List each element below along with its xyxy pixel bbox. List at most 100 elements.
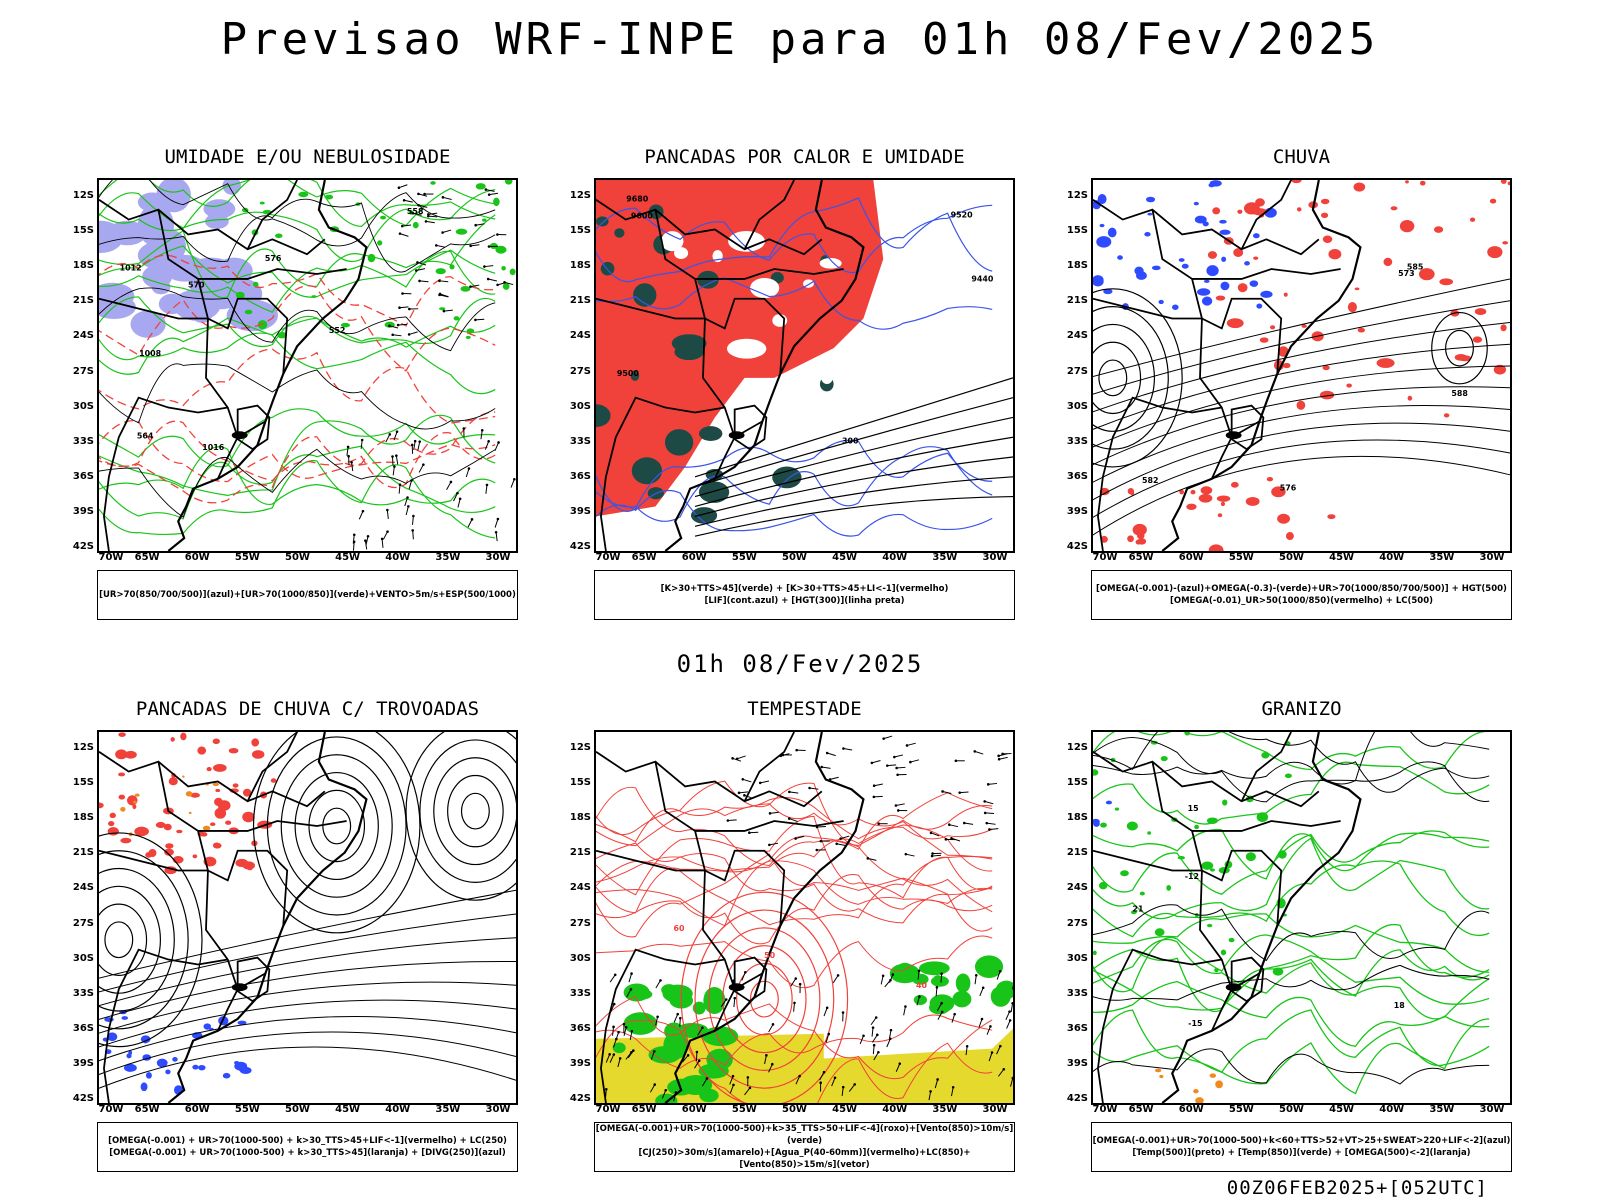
country-border-uruguay	[1230, 404, 1265, 451]
humidity-low-cell	[412, 221, 419, 229]
legend-line: [OMEGA(-0.001) + UR>70(1000-500) + k>30_…	[109, 1148, 506, 1158]
thunderstorm-area	[215, 788, 221, 793]
humidity-low-cell	[475, 183, 486, 190]
omega-area	[1151, 265, 1161, 271]
wind-850-vector	[609, 1053, 616, 1063]
omega-area	[1219, 229, 1231, 235]
coastline	[1161, 180, 1362, 551]
country-border	[1093, 751, 1320, 808]
wind-850-vector	[1010, 1076, 1013, 1087]
wind-vector	[510, 477, 516, 488]
wind-vector	[350, 460, 354, 472]
rain-area	[1179, 489, 1185, 495]
lagoon	[1225, 431, 1242, 440]
wind-850-vector	[936, 1001, 943, 1012]
wind-850-vector	[735, 755, 746, 761]
latitude-label: 12S	[72, 742, 94, 753]
pressure-contour	[99, 180, 496, 247]
humidity-low-cell	[257, 320, 268, 330]
streamline	[447, 774, 504, 848]
latitude-label: 12S	[72, 190, 94, 201]
streamline	[99, 913, 516, 993]
thunderstorm-area	[212, 738, 220, 745]
longitude-label: 35W	[435, 1104, 461, 1115]
wind-vector	[393, 430, 399, 441]
rain-area	[1226, 318, 1244, 329]
wind-850-vector	[815, 848, 826, 852]
divergence-area	[140, 1035, 151, 1044]
thunderstorm-area	[232, 783, 239, 788]
temp850-cell	[1120, 870, 1129, 877]
latitude-label: 12S	[569, 742, 591, 753]
wind-850-vector	[655, 979, 662, 989]
wind-850-vector	[617, 1057, 622, 1068]
wind-vector	[417, 440, 422, 451]
wind-850-vector	[748, 831, 759, 835]
wind-850-vector	[758, 780, 770, 785]
humidity-low-contour	[99, 317, 496, 361]
wind-vector	[401, 224, 412, 228]
rain-area	[1487, 246, 1503, 259]
temp850-cell	[1126, 821, 1138, 831]
omega500-area	[1195, 1097, 1204, 1103]
country-border	[99, 849, 208, 872]
rain-area	[1136, 532, 1145, 540]
wind-vector	[496, 233, 507, 236]
wind-vector	[484, 188, 495, 192]
convection-area	[772, 466, 802, 489]
divergence-area	[156, 1058, 168, 1068]
wind-vector	[416, 261, 427, 266]
omega-area	[1194, 215, 1207, 224]
clear-area	[728, 230, 765, 252]
longitude-label: 70W	[98, 552, 124, 563]
streamline	[99, 937, 516, 1007]
rain-area	[1405, 180, 1409, 184]
humidity-low-cell	[298, 191, 309, 198]
rain-area	[1346, 383, 1352, 388]
country-border	[596, 297, 705, 320]
latitude-label: 21S	[569, 295, 591, 307]
country-border	[198, 820, 347, 832]
temp850-cell	[1201, 861, 1214, 870]
map-trovoadas	[97, 730, 518, 1105]
wind-850-vector	[701, 1077, 709, 1087]
humidity-low-cell	[275, 233, 283, 239]
wind-vector	[388, 324, 399, 329]
rain-area	[1493, 364, 1507, 375]
wind-vector	[411, 211, 422, 216]
rain-area	[1216, 495, 1231, 502]
wind-vector	[427, 214, 438, 218]
longitude-label: 60W	[184, 1104, 210, 1115]
humidity-low-cell	[430, 181, 436, 185]
thunderstorm-area	[190, 792, 200, 798]
wind-850-vector	[746, 1076, 750, 1087]
lagoon	[728, 431, 745, 440]
contour-label: 9680	[626, 195, 649, 204]
streamline	[99, 889, 516, 979]
rain-area	[1245, 496, 1260, 506]
temp500-contour	[1093, 964, 1490, 1001]
wind-850-vector	[988, 828, 999, 831]
contour-label: 9520	[951, 211, 974, 220]
country-border	[157, 761, 289, 926]
longitude-label: 55W	[234, 1104, 260, 1115]
hgt500-contour	[1093, 341, 1142, 415]
hgt500-contour	[1093, 288, 1183, 468]
thunderstorm-area-orange	[134, 793, 140, 797]
humidity-low-cell	[465, 335, 471, 339]
thunderstorm-area	[242, 788, 252, 797]
wind-850-vector	[695, 1050, 699, 1061]
rain-area	[1328, 249, 1342, 260]
rain-area	[1283, 292, 1288, 297]
hgt500-contour	[1093, 306, 1169, 450]
rain-area	[1130, 490, 1135, 496]
wind-850-vector	[929, 831, 940, 837]
rain-area	[1282, 362, 1291, 369]
latitude-label: 39S	[569, 505, 591, 517]
convection-area	[690, 507, 718, 524]
wind-850-vector	[983, 811, 995, 815]
rain-area	[1443, 413, 1450, 418]
country-border	[1097, 948, 1222, 1103]
longitude-label: 45W	[832, 1104, 858, 1115]
humidity-low-contour	[99, 408, 496, 468]
